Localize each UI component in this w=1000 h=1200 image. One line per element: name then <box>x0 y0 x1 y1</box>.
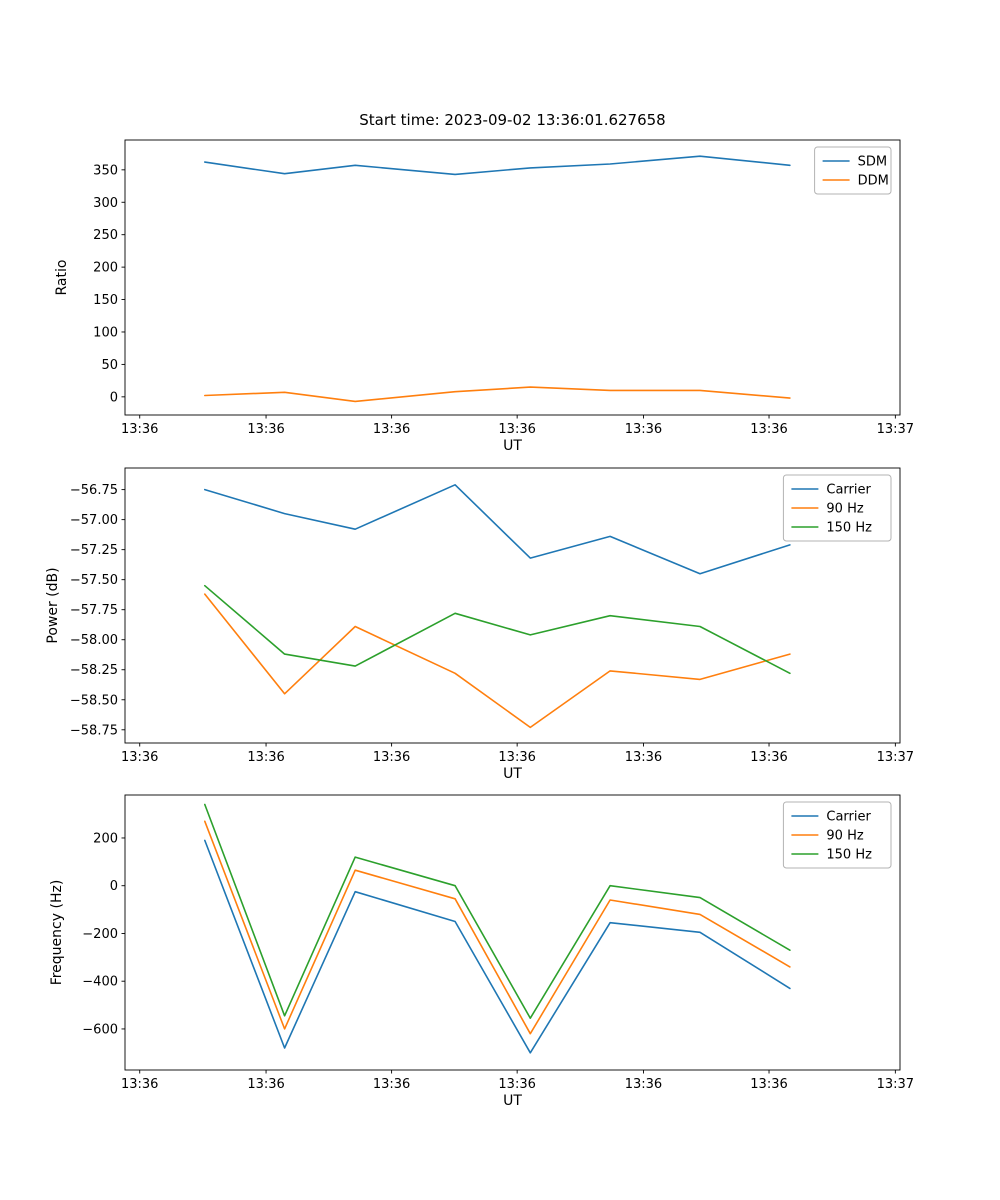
ratio-legend-label-ddm: DDM <box>858 174 889 189</box>
power-x-tick-label: 13:36 <box>750 750 787 765</box>
ratio-x-tick-label: 13:36 <box>121 422 158 437</box>
frequency-x-tick-label: 13:36 <box>498 1077 535 1092</box>
frequency-y-tick-label: −400 <box>82 975 118 990</box>
power-x-tick-label: 13:36 <box>625 750 662 765</box>
ratio-series-sdm <box>204 155 791 176</box>
power-y-tick-label: −56.75 <box>70 483 118 498</box>
power-legend-label-150-hz: 150 Hz <box>826 521 872 536</box>
frequency-legend-box <box>782 801 892 869</box>
power-x-tick-label: 13:36 <box>247 750 284 765</box>
frequency-y-tick-label: −200 <box>82 927 118 942</box>
power-y-tick-label: −57.75 <box>70 603 118 618</box>
ratio-x-tick-label: 13:37 <box>877 422 914 437</box>
ratio-y-axis-label: Ratio <box>54 260 70 296</box>
power-x-tick-label: 13:37 <box>877 750 914 765</box>
frequency-legend-label-carrier: Carrier <box>826 810 871 825</box>
ratio-legend-box <box>814 146 892 195</box>
ratio-y-tick-label: 50 <box>101 358 118 373</box>
ratio-x-axis-label: UT <box>503 438 522 454</box>
power-y-tick-label: −57.00 <box>70 513 118 528</box>
frequency-x-tick-label: 13:36 <box>121 1077 158 1092</box>
ratio-x-tick-label: 13:36 <box>498 422 535 437</box>
frequency-y-tick-label: −600 <box>82 1022 118 1037</box>
frequency-x-tick-label: 13:36 <box>625 1077 662 1092</box>
ratio-y-tick-label: 0 <box>110 390 118 405</box>
ratio-y-tick-label: 100 <box>93 325 118 340</box>
ratio-y-tick-label: 250 <box>93 228 118 243</box>
power-x-tick-label: 13:36 <box>373 750 410 765</box>
ratio-y-tick-label: 350 <box>93 163 118 178</box>
ratio-x-tick-label: 13:36 <box>750 422 787 437</box>
ratio-y-tick-label: 300 <box>93 196 118 211</box>
power-y-axis-label: Power (dB) <box>45 567 61 643</box>
frequency-legend-label-90-hz: 90 Hz <box>826 829 863 844</box>
frequency-legend-label-150-hz: 150 Hz <box>826 848 872 863</box>
power-legend-label-90-hz: 90 Hz <box>826 502 863 517</box>
power-y-tick-label: −58.75 <box>70 723 118 738</box>
power-y-tick-label: −58.00 <box>70 633 118 648</box>
power-legend-box <box>782 474 892 542</box>
power-series-carrier <box>204 483 791 575</box>
frequency-series-150-hz <box>204 803 791 1020</box>
ratio-x-tick-label: 13:36 <box>625 422 662 437</box>
frequency-x-tick-label: 13:37 <box>877 1077 914 1092</box>
power-y-tick-label: −57.25 <box>70 543 118 558</box>
power-series-90-hz <box>204 593 791 729</box>
power-x-axis-label: UT <box>503 766 522 782</box>
ratio-plot-area <box>124 139 901 416</box>
ratio-legend-label-sdm: SDM <box>858 155 887 170</box>
ratio-x-tick-label: 13:36 <box>373 422 410 437</box>
frequency-x-tick-label: 13:36 <box>373 1077 410 1092</box>
frequency-x-tick-label: 13:36 <box>750 1077 787 1092</box>
power-series-150-hz <box>204 584 791 675</box>
frequency-y-axis-label: Frequency (Hz) <box>49 880 65 986</box>
ratio-y-tick-label: 150 <box>93 293 118 308</box>
frequency-series-carrier <box>204 839 791 1054</box>
power-legend-label-carrier: Carrier <box>826 483 871 498</box>
figure-title: Start time: 2023-09-02 13:36:01.627658 <box>359 111 666 129</box>
power-y-tick-label: −58.25 <box>70 663 118 678</box>
power-y-tick-label: −57.50 <box>70 573 118 588</box>
frequency-y-tick-label: 0 <box>110 879 118 894</box>
power-plot-area <box>124 467 901 744</box>
frequency-x-tick-label: 13:36 <box>247 1077 284 1092</box>
frequency-series-90-hz <box>204 820 791 1035</box>
ratio-series-ddm <box>204 386 791 403</box>
frequency-y-tick-label: 200 <box>93 831 118 846</box>
power-x-tick-label: 13:36 <box>498 750 535 765</box>
frequency-x-axis-label: UT <box>503 1093 522 1109</box>
power-y-tick-label: −58.50 <box>70 693 118 708</box>
ratio-y-tick-label: 200 <box>93 261 118 276</box>
ratio-x-tick-label: 13:36 <box>247 422 284 437</box>
frequency-plot-area <box>124 794 901 1071</box>
power-x-tick-label: 13:36 <box>121 750 158 765</box>
